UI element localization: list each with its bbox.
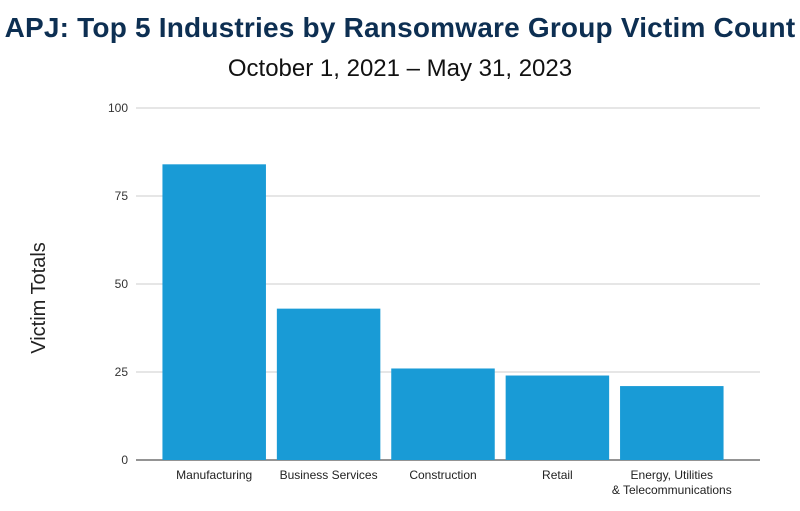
x-tick-label: Business Services	[280, 468, 378, 482]
x-tick-label: Energy, Utilities & Telecommunications	[612, 468, 732, 497]
y-tick-label: 75	[115, 189, 129, 203]
y-ticks: 0 25 50 75 100	[108, 101, 128, 467]
bar	[391, 368, 495, 460]
bar	[620, 386, 724, 460]
x-ticks: Manufacturing Business Services Constructi…	[176, 468, 732, 497]
y-axis-label: Victim Totals	[28, 242, 50, 354]
y-tick-label: 100	[108, 101, 128, 115]
chart-title: APJ: Top 5 Industries by Ransomware Grou…	[4, 12, 796, 43]
x-tick-label: Manufacturing	[176, 468, 252, 482]
y-tick-label: 0	[121, 453, 128, 467]
x-tick-label: Construction	[409, 468, 476, 482]
bars	[162, 164, 724, 460]
y-tick-label: 50	[115, 277, 129, 291]
bar	[162, 164, 266, 460]
chart-subtitle: October 1, 2021 – May 31, 2023	[227, 55, 573, 82]
y-tick-label: 25	[115, 365, 129, 379]
bar	[505, 375, 610, 460]
x-tick-label: Retail	[542, 468, 573, 482]
bar	[276, 308, 381, 460]
